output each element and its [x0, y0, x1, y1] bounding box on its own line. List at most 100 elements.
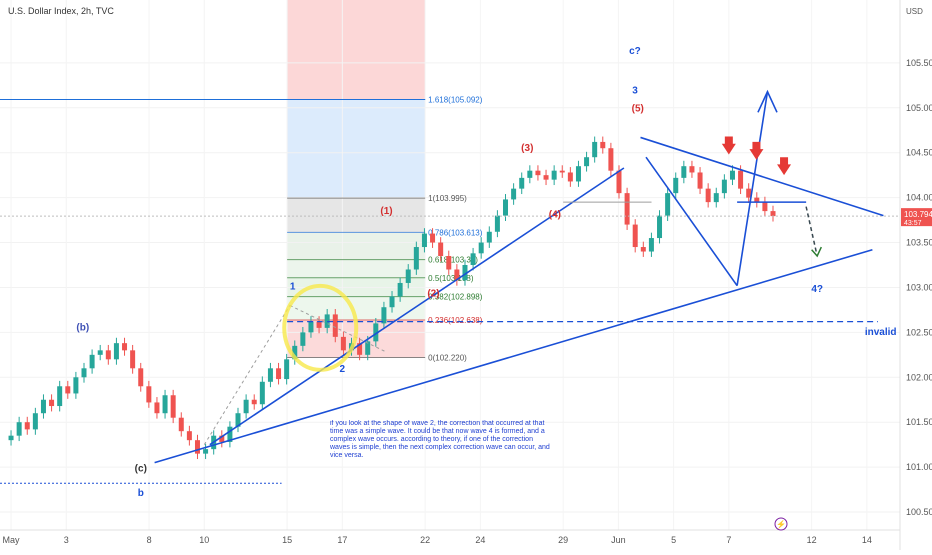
candle-body: [24, 422, 30, 430]
candle-body: [316, 321, 322, 328]
fib-level-label: 0(102.220): [428, 354, 467, 363]
candle-body: [470, 253, 476, 265]
y-tick-label: 103.500: [906, 238, 932, 248]
candle-body: [738, 170, 744, 189]
y-tick-label: 104.000: [906, 193, 932, 203]
candle-body: [357, 343, 363, 355]
x-tick-label: May: [3, 535, 21, 545]
x-tick-label: 17: [337, 535, 347, 545]
candle-body: [592, 141, 598, 158]
wave-label: (2): [427, 288, 439, 299]
candle-body: [8, 435, 14, 441]
candle-body: [49, 399, 55, 407]
candle-body: [162, 395, 168, 414]
candle-body: [729, 170, 735, 180]
projection-leg-1: [645, 156, 738, 287]
candle-body: [584, 157, 590, 167]
fib-zone: [287, 232, 426, 260]
candle-body: [267, 368, 273, 382]
candle-body: [365, 341, 371, 355]
candle-body: [251, 399, 257, 405]
candle-body: [284, 359, 290, 380]
candle-body: [713, 193, 719, 203]
wave-label: (5): [632, 103, 644, 114]
red-arrow-marker: [749, 141, 764, 160]
candle-body: [421, 233, 427, 248]
candle-body: [340, 336, 346, 351]
candle-body: [705, 188, 711, 203]
y-tick-label: 104.500: [906, 148, 932, 158]
fib-level-label: 0.236(102.638): [428, 316, 483, 325]
candle-body: [494, 215, 500, 232]
candle-body: [454, 269, 460, 281]
candle-body: [640, 247, 646, 252]
candle-body: [65, 386, 71, 394]
candle-body: [632, 224, 638, 248]
currency-label: USD: [906, 7, 923, 16]
price-tag-countdown: 43:57: [904, 220, 922, 227]
candle-body: [616, 170, 622, 194]
wave-2-highlight: [282, 283, 359, 372]
candle-body: [689, 166, 695, 173]
red-arrow-marker: [721, 136, 736, 155]
wave-label: (4): [549, 209, 561, 220]
x-tick-label: 8: [147, 535, 152, 545]
candle-body: [559, 170, 565, 173]
candle-body: [259, 381, 265, 405]
candle-body: [746, 188, 752, 198]
candle-body: [673, 177, 679, 194]
fib-zone: [287, 99, 426, 199]
fib-zone: [287, 259, 426, 278]
candle-body: [478, 242, 484, 254]
note-text: if you look at the shape of wave 2, the …: [330, 420, 550, 459]
fib-level-label: 1.618(105.092): [428, 96, 483, 105]
wave-label: (1): [380, 206, 392, 217]
x-tick-label: 7: [726, 535, 731, 545]
candle-body: [300, 332, 306, 346]
lightning-icon[interactable]: ⚡: [774, 517, 788, 531]
candle-body: [154, 402, 160, 414]
candle-body: [624, 193, 630, 225]
x-tick-label: 22: [420, 535, 430, 545]
wave-label: (c): [135, 464, 147, 475]
candle-body: [543, 175, 549, 180]
fib-level-label: 0.618(103.31): [428, 256, 478, 265]
upper-resistance-trendline: [640, 136, 884, 217]
candle-body: [203, 449, 209, 454]
x-tick-label: 24: [475, 535, 485, 545]
x-tick-label: 3: [64, 535, 69, 545]
candle-body: [397, 282, 403, 297]
candle-body: [194, 440, 200, 454]
note-group: if you look at the shape of wave 2, the …: [330, 420, 550, 459]
candle-body: [511, 188, 517, 200]
wave-label: 1: [290, 281, 296, 292]
candle-body: [373, 323, 379, 342]
candle-body: [430, 233, 436, 243]
y-tick-label: 102.000: [906, 372, 932, 382]
fib-level-label: 0.382(102.898): [428, 293, 483, 302]
candle-body: [503, 199, 509, 216]
candle-body: [381, 307, 387, 324]
candle-body: [600, 141, 606, 149]
candle-body: [754, 197, 760, 203]
candle-body: [527, 170, 533, 178]
candle-body: [405, 269, 411, 283]
fib-level-label: 1(103.995): [428, 194, 467, 203]
price-axis-bg: [900, 0, 932, 550]
candle-body: [648, 238, 654, 252]
candle-body: [697, 172, 703, 189]
y-tick-label: 101.500: [906, 417, 932, 427]
y-tick-label: 105.000: [906, 103, 932, 113]
candle-body: [721, 179, 727, 194]
fib-level-label: 0.5(103.108): [428, 274, 474, 283]
x-tick-label: 15: [282, 535, 292, 545]
candle-body: [235, 413, 241, 427]
candle-body: [389, 296, 395, 308]
candle-body: [446, 256, 452, 270]
x-tick-label: 10: [199, 535, 209, 545]
candle-body: [608, 148, 614, 171]
candle-body: [575, 166, 581, 182]
candle-body: [16, 422, 22, 436]
down-projection-arrow: [805, 206, 818, 257]
